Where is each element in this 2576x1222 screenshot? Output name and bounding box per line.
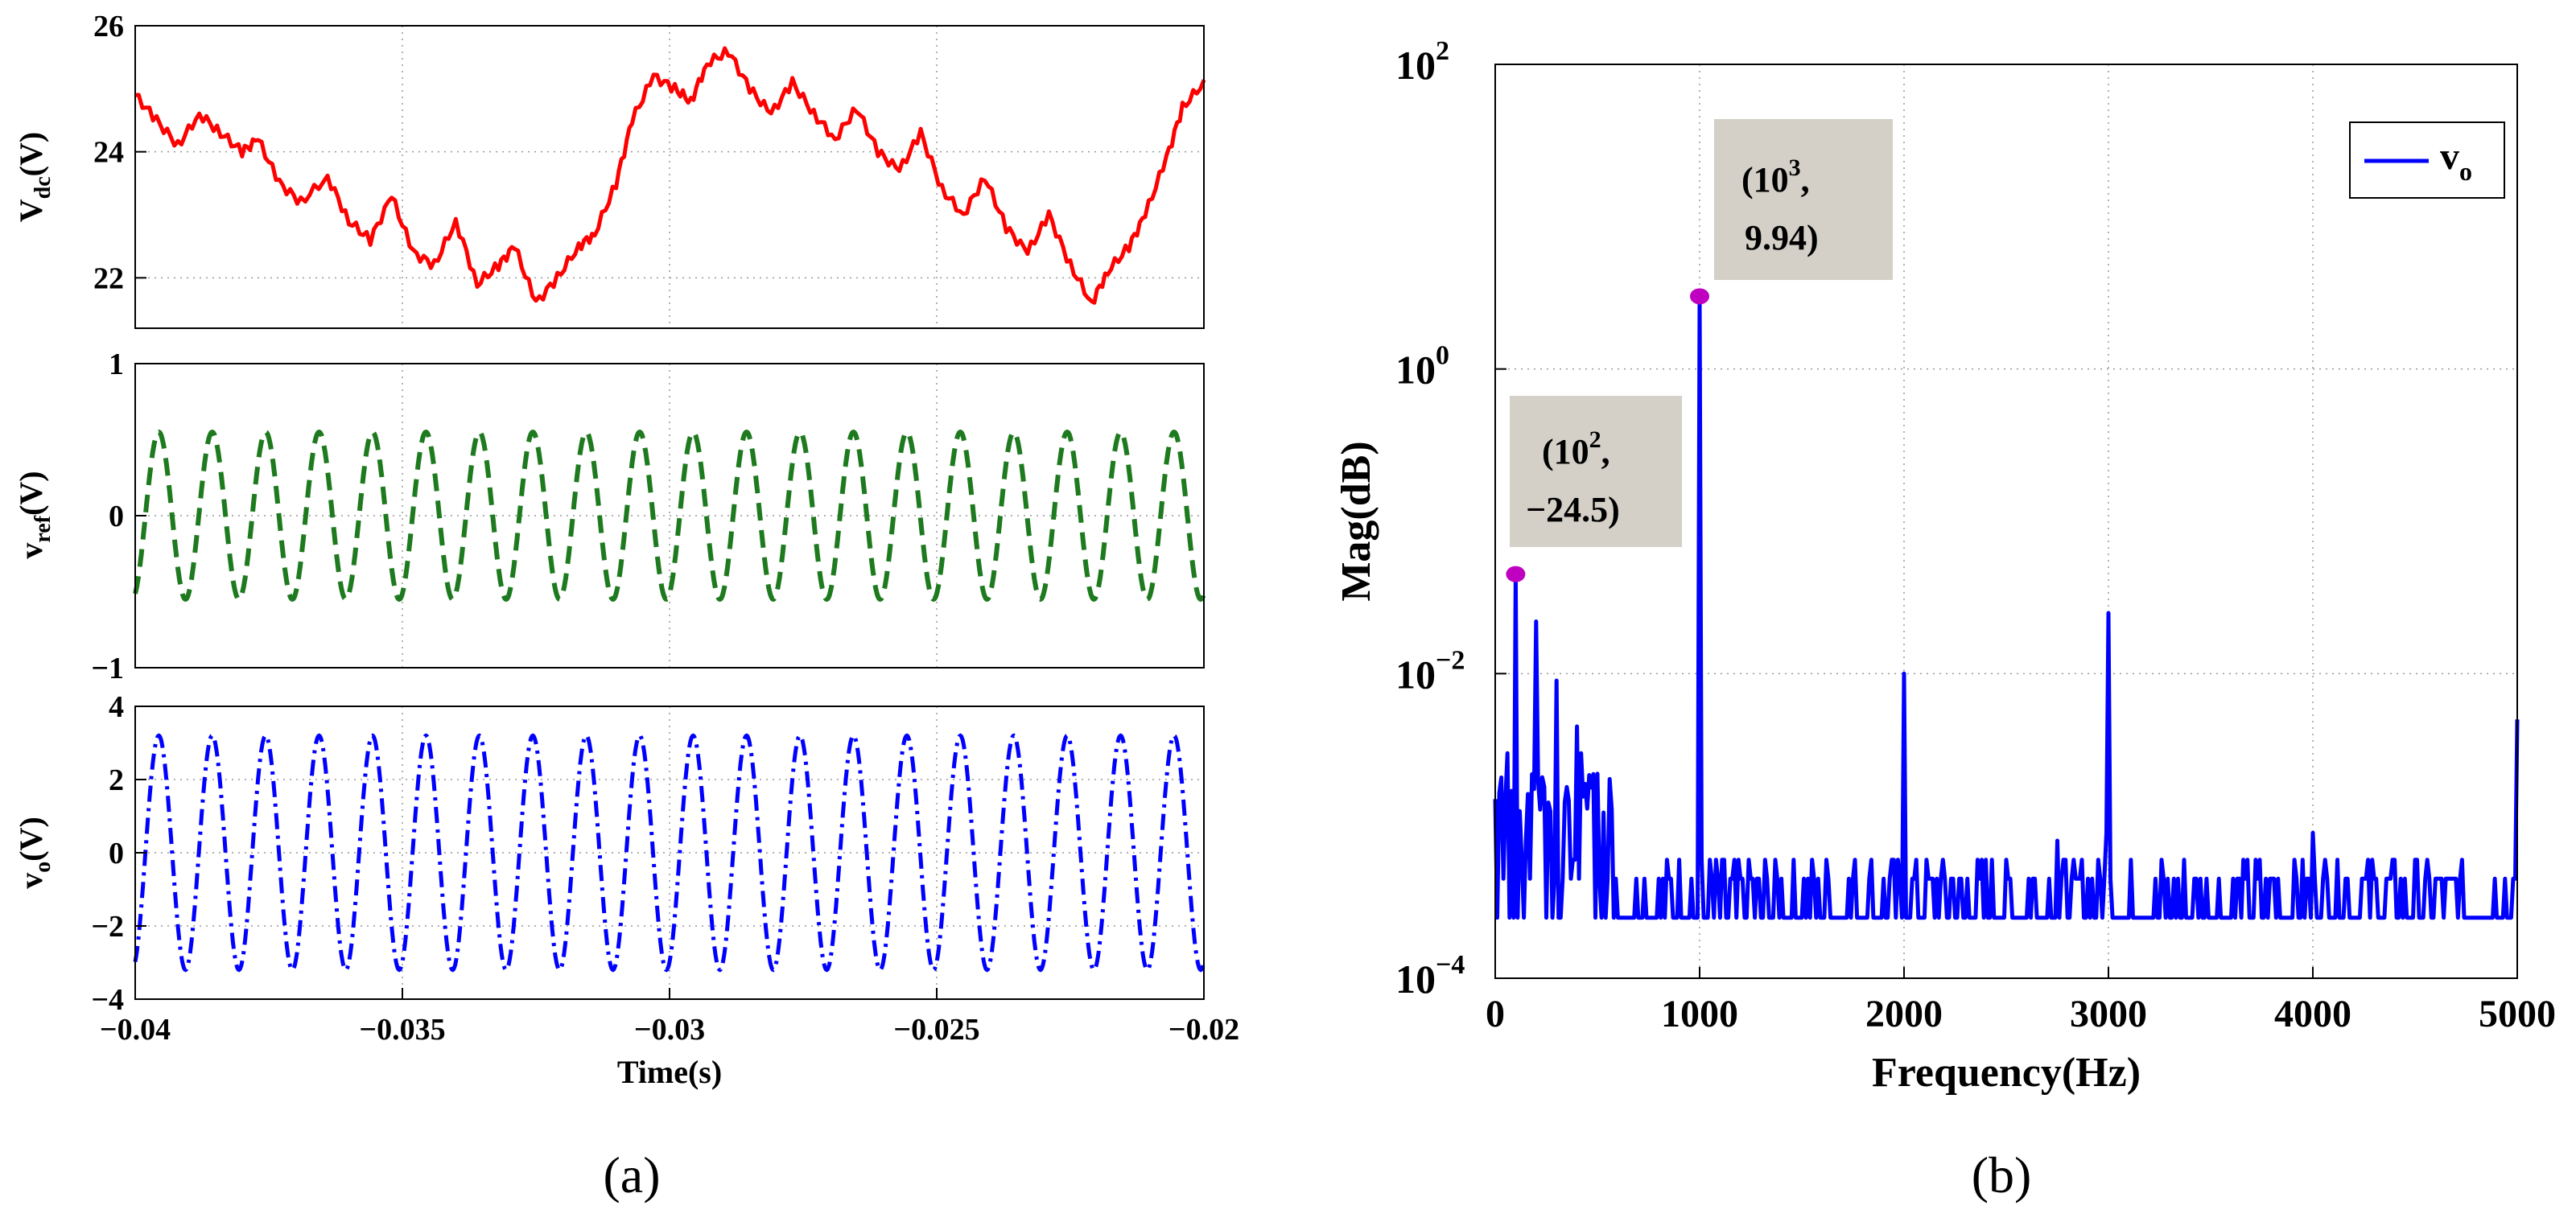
vref-y-axis-label: vref(V) (13, 471, 56, 558)
y-tick-label: 0 (109, 500, 124, 533)
vref-subplot: −1 0 1 vref(V) (13, 348, 1206, 685)
annotation-coord-line2: 9.94) (1745, 218, 1819, 257)
spectrum-x-axis-label: Frequency(Hz) (1872, 1050, 2141, 1096)
vref-series-line (133, 429, 1206, 603)
annotation-box (1714, 119, 1893, 280)
x-tick-label: −0.03 (634, 1013, 705, 1047)
x-tick-label: 3000 (2070, 993, 2147, 1035)
y-tick-label: 22 (93, 261, 124, 295)
x-tick-label: 5000 (2479, 993, 2556, 1035)
peak-marker (1506, 566, 1526, 582)
y-tick-label: 102 (1395, 36, 1449, 88)
y-tick-label: 24 (93, 136, 124, 170)
vdc-y-ticks: 22 24 26 (93, 10, 146, 295)
y-tick-label: 2 (109, 763, 124, 797)
y-tick-label: 100 (1395, 341, 1449, 393)
panel-caption-b: (b) (1972, 1146, 2032, 1203)
annotation-box (1510, 396, 1682, 547)
vdc-series-line (134, 46, 1206, 305)
spectrum-series-line (1493, 294, 2520, 920)
vo-time-y-ticks: −4 −2 0 2 4 (91, 690, 146, 1017)
vo-time-grid (135, 706, 1204, 999)
y-tick-label: −2 (91, 910, 124, 944)
spectrum-x-ticks: 0 1000 2000 3000 4000 5000 (1486, 967, 2556, 1035)
x-tick-label: −0.035 (359, 1013, 445, 1047)
vo-time-subplot: −4 −2 0 2 4 −0.04 −0.035 −0.03 −0.025 −0.02 Time… (13, 690, 1239, 1090)
y-tick-label: 4 (109, 690, 124, 724)
annotation-coord-line2: −24.5) (1526, 490, 1620, 529)
x-tick-label: −0.04 (100, 1013, 171, 1047)
annotation-coord-line1: (102, (1542, 426, 1610, 471)
spectrum-y-axis-label: Mag(dB) (1333, 441, 1379, 601)
y-tick-label: −1 (91, 652, 124, 685)
vdc-grid (135, 26, 1204, 328)
vo-time-x-axis-label: Time(s) (617, 1054, 722, 1090)
vdc-y-axis-label: Vdc(V) (13, 132, 56, 222)
spectrum-axes-box (1494, 64, 2518, 979)
peak-marker (1690, 288, 1709, 305)
annotation-coord-line1: (103, (1741, 154, 1810, 200)
x-tick-label: 2000 (1865, 993, 1943, 1035)
annotation-first-peak: (102, −24.5) (1510, 396, 1682, 547)
x-tick-label: 0 (1486, 993, 1505, 1035)
vdc-axes-box (134, 25, 1205, 329)
spectrum-subplot: 10−4 10−2 100 102 0 1000 2000 3000 4000 5000 Fre… (1333, 36, 2556, 1096)
vdc-subplot: 22 24 26 Vdc(V) (13, 10, 1206, 329)
vref-grid (135, 364, 1204, 668)
vo-time-x-ticks: −0.04 −0.035 −0.03 −0.025 −0.02 (100, 988, 1239, 1047)
x-tick-label: 1000 (1661, 993, 1738, 1035)
vref-y-ticks: −1 0 1 (91, 348, 146, 685)
annotation-main-peak: (103, 9.94) (1714, 119, 1893, 280)
vo-time-series-line (133, 733, 1206, 973)
spectrum-y-ticks: 10−4 10−2 100 102 (1395, 36, 1506, 1002)
y-tick-label: 10−4 (1395, 950, 1465, 1002)
panel-caption-a: (a) (603, 1146, 660, 1203)
y-tick-label: 0 (109, 837, 124, 870)
x-tick-label: 4000 (2274, 993, 2351, 1035)
vo-time-y-axis-label: vo(V) (13, 817, 56, 889)
y-tick-label: 26 (93, 10, 124, 43)
spectrum-legend: vo (2349, 121, 2505, 199)
legend-label: vo (2440, 135, 2472, 186)
spectrum-markers (1506, 288, 1709, 582)
x-tick-label: −0.02 (1168, 1013, 1239, 1047)
y-tick-label: −4 (91, 983, 124, 1017)
y-tick-label: 1 (109, 348, 124, 381)
x-tick-label: −0.025 (893, 1013, 979, 1047)
y-tick-label: 10−2 (1395, 645, 1465, 697)
